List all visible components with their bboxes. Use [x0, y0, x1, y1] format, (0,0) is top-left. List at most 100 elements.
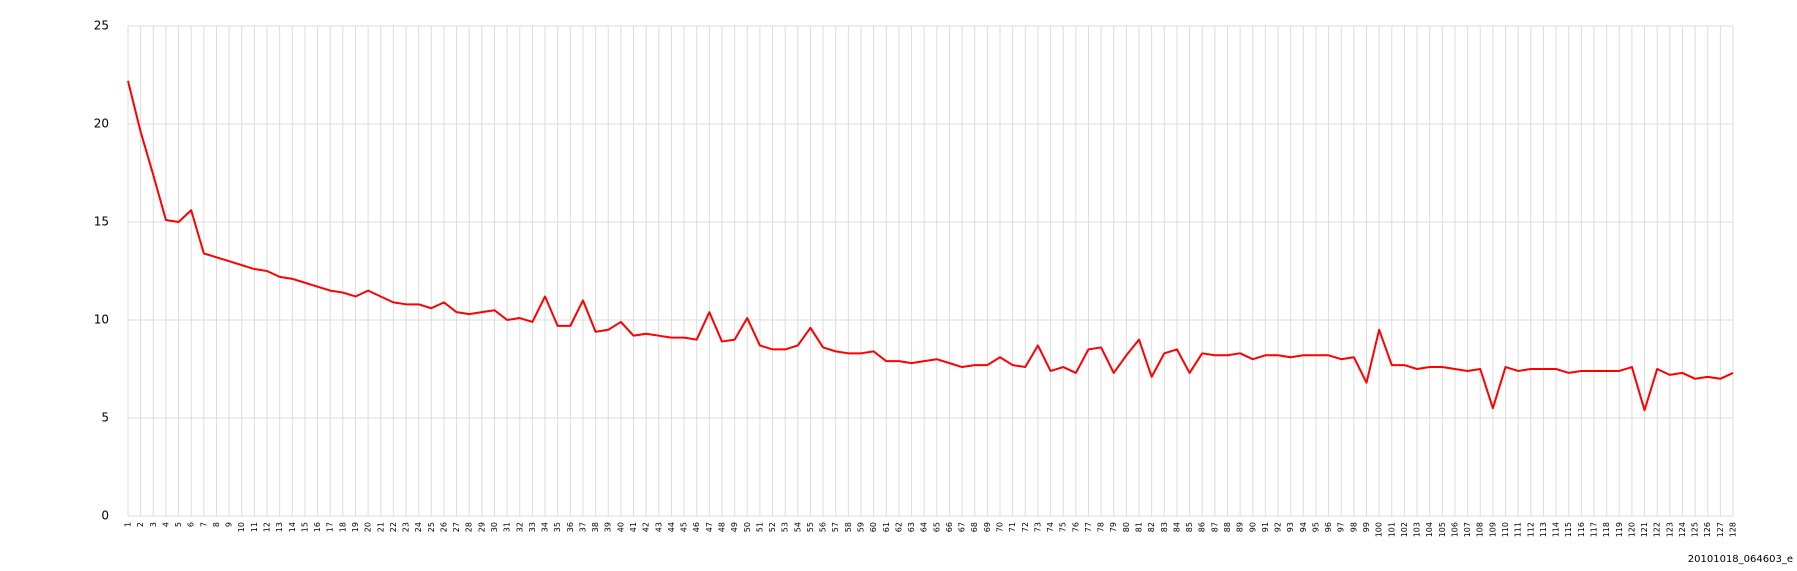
- x-tick-label: 4: [161, 522, 170, 527]
- x-tick-label: 14: [288, 522, 297, 532]
- x-tick-label: 39: [604, 522, 613, 532]
- x-tick-label: 78: [1097, 522, 1106, 532]
- x-tick-label: 18: [338, 522, 347, 532]
- data-line: [127, 80, 1734, 412]
- x-tick-label: 12: [263, 522, 272, 532]
- x-tick-label: 48: [717, 522, 726, 532]
- x-tick-label: 51: [755, 522, 764, 532]
- x-tick-label: 57: [831, 522, 840, 532]
- x-tick-label: 103: [1413, 522, 1422, 537]
- x-tick-label: 49: [730, 522, 739, 532]
- x-tick-label: 110: [1501, 522, 1510, 537]
- x-tick-label: 117: [1589, 522, 1598, 537]
- x-tick-label: 122: [1653, 522, 1662, 537]
- x-tick-label: 128: [1729, 522, 1738, 537]
- x-tick-label: 13: [275, 522, 284, 532]
- x-tick-label: 91: [1261, 522, 1270, 532]
- x-tick-label: 63: [907, 522, 916, 532]
- x-tick-label: 61: [882, 522, 891, 532]
- x-tick-label: 114: [1552, 522, 1561, 537]
- x-tick-label: 7: [199, 522, 208, 527]
- x-tick-label: 55: [806, 522, 815, 532]
- x-tick-label: 40: [616, 522, 625, 532]
- x-tick-label: 77: [1084, 522, 1093, 532]
- x-tick-label: 74: [1046, 522, 1055, 532]
- x-tick-label: 37: [578, 522, 587, 532]
- x-tick-label: 124: [1678, 522, 1687, 537]
- x-tick-label: 10: [237, 522, 246, 532]
- footer-label: 20101018_064603_e: [1688, 554, 1793, 565]
- x-tick-label: 127: [1716, 522, 1725, 537]
- x-tick-label: 116: [1577, 522, 1586, 537]
- y-tick-label: 25: [94, 19, 109, 33]
- x-tick-label: 98: [1349, 522, 1358, 532]
- x-tick-label: 72: [1021, 522, 1030, 532]
- x-tick-label: 36: [566, 522, 575, 532]
- x-tick-label: 5: [174, 522, 183, 527]
- x-tick-label: 16: [313, 522, 322, 532]
- x-tick-label: 15: [300, 522, 309, 532]
- x-tick-label: 46: [692, 522, 701, 532]
- y-tick-label: 10: [94, 313, 109, 327]
- x-tick-label: 50: [743, 522, 752, 532]
- x-tick-label: 52: [768, 522, 777, 532]
- x-tick-label: 70: [996, 522, 1005, 532]
- x-tick-label: 87: [1210, 522, 1219, 532]
- x-tick-label: 26: [439, 522, 448, 532]
- x-tick-label: 123: [1665, 522, 1674, 537]
- x-tick-label: 68: [970, 522, 979, 532]
- x-tick-label: 126: [1703, 522, 1712, 537]
- x-tick-label: 93: [1286, 522, 1295, 532]
- x-tick-label: 2: [136, 522, 145, 527]
- x-tick-label: 115: [1564, 522, 1573, 537]
- x-tick-label: 81: [1135, 522, 1144, 532]
- x-tick-label: 113: [1539, 522, 1548, 537]
- x-tick-label: 100: [1375, 522, 1384, 537]
- x-tick-label: 119: [1615, 522, 1624, 537]
- x-tick-label: 29: [477, 522, 486, 532]
- x-tick-label: 33: [528, 522, 537, 532]
- x-tick-label: 71: [1008, 522, 1017, 532]
- x-tick-label: 99: [1362, 522, 1371, 532]
- y-tick-label: 5: [101, 411, 109, 425]
- x-tick-label: 94: [1299, 522, 1308, 532]
- x-tick-label: 90: [1248, 522, 1257, 532]
- x-tick-label: 59: [856, 522, 865, 532]
- x-tick-label: 19: [351, 522, 360, 532]
- x-tick-label: 73: [1033, 522, 1042, 532]
- x-tick-label: 104: [1425, 522, 1434, 537]
- x-tick-label: 95: [1311, 522, 1320, 532]
- x-tick-label: 31: [503, 522, 512, 532]
- x-tick-label: 80: [1122, 522, 1131, 532]
- x-tick-label: 101: [1387, 522, 1396, 537]
- x-tick-label: 62: [894, 522, 903, 532]
- x-tick-label: 1: [124, 522, 133, 527]
- x-tick-label: 34: [541, 522, 550, 532]
- x-tick-label: 102: [1400, 522, 1409, 537]
- x-tick-label: 44: [667, 522, 676, 532]
- x-tick-label: 35: [553, 522, 562, 532]
- x-tick-label: 121: [1640, 522, 1649, 537]
- x-tick-label: 45: [680, 522, 689, 532]
- x-tick-label: 84: [1172, 522, 1181, 532]
- x-tick-label: 82: [1147, 522, 1156, 532]
- x-tick-label: 76: [1071, 522, 1080, 532]
- x-tick-label: 41: [629, 522, 638, 532]
- x-tick-label: 28: [465, 522, 474, 532]
- x-tick-label: 56: [819, 522, 828, 532]
- x-tick-label: 109: [1488, 522, 1497, 537]
- x-tick-label: 58: [844, 522, 853, 532]
- x-tick-label: 120: [1627, 522, 1636, 537]
- x-tick-label: 21: [376, 522, 385, 532]
- x-tick-label: 92: [1274, 522, 1283, 532]
- x-tick-label: 32: [515, 522, 524, 532]
- x-tick-label: 20: [364, 522, 373, 532]
- x-tick-label: 47: [705, 522, 714, 532]
- x-tick-label: 86: [1198, 522, 1207, 532]
- x-tick-label: 107: [1463, 522, 1472, 537]
- x-tick-label: 27: [452, 522, 461, 532]
- x-tick-label: 89: [1236, 522, 1245, 532]
- x-tick-label: 54: [793, 522, 802, 532]
- x-tick-label: 67: [958, 522, 967, 532]
